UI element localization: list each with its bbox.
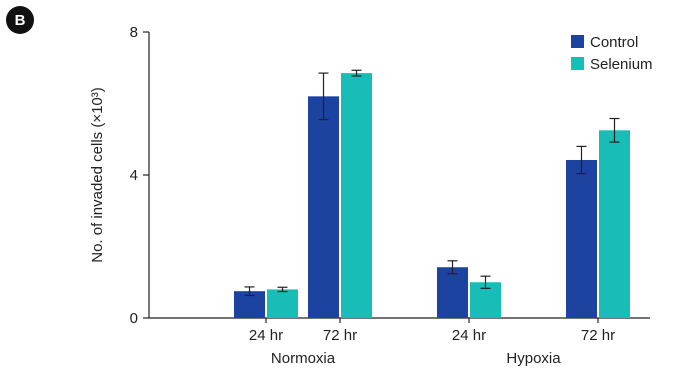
group-label-normoxia: Normoxia [271, 350, 336, 367]
y-axis-label: No. of invaded cells (×10³) [89, 87, 106, 263]
x-tick-label: 72 hr [323, 327, 357, 344]
error-bars [244, 69, 620, 297]
legend-swatch-selenium [571, 57, 584, 70]
error-bar-selenium-2 [480, 275, 491, 289]
group-label-hypoxia: Hypoxia [506, 350, 561, 367]
bar-control-1 [308, 96, 339, 318]
y-tick-label: 0 [130, 310, 138, 327]
bars [234, 73, 630, 318]
legend-swatch-control [571, 35, 584, 48]
x-axis-ticks: 24 hr 72 hr 24 hr 72 hr [249, 318, 615, 344]
bar-selenium-1 [341, 73, 372, 318]
error-bar-control-2 [447, 260, 458, 275]
error-bar-selenium-0 [277, 286, 288, 293]
error-bar-control-1 [318, 72, 329, 121]
panel-label-text: B [15, 12, 26, 29]
panel-label: B [6, 6, 34, 34]
y-tick-label: 8 [130, 24, 138, 41]
panel-label-badge [6, 6, 34, 34]
y-axis-ticks: 0 4 8 [130, 24, 149, 327]
y-tick-label: 4 [130, 167, 138, 184]
legend-label-selenium: Selenium [590, 56, 653, 73]
legend: Control Selenium [571, 34, 653, 73]
x-tick-label: 24 hr [249, 327, 283, 344]
legend-label-control: Control [590, 34, 638, 51]
x-axis-groups: Normoxia Hypoxia [271, 350, 561, 367]
bar-control-2 [437, 267, 468, 318]
error-bar-selenium-1 [351, 69, 362, 77]
error-bar-control-0 [244, 286, 255, 297]
bar-selenium-3 [599, 130, 630, 318]
error-bar-control-3 [576, 145, 587, 175]
bar-selenium-0 [267, 289, 298, 318]
x-tick-label: 72 hr [581, 327, 615, 344]
error-bar-selenium-3 [609, 117, 620, 143]
x-tick-label: 24 hr [452, 327, 486, 344]
bar-control-3 [566, 159, 597, 318]
